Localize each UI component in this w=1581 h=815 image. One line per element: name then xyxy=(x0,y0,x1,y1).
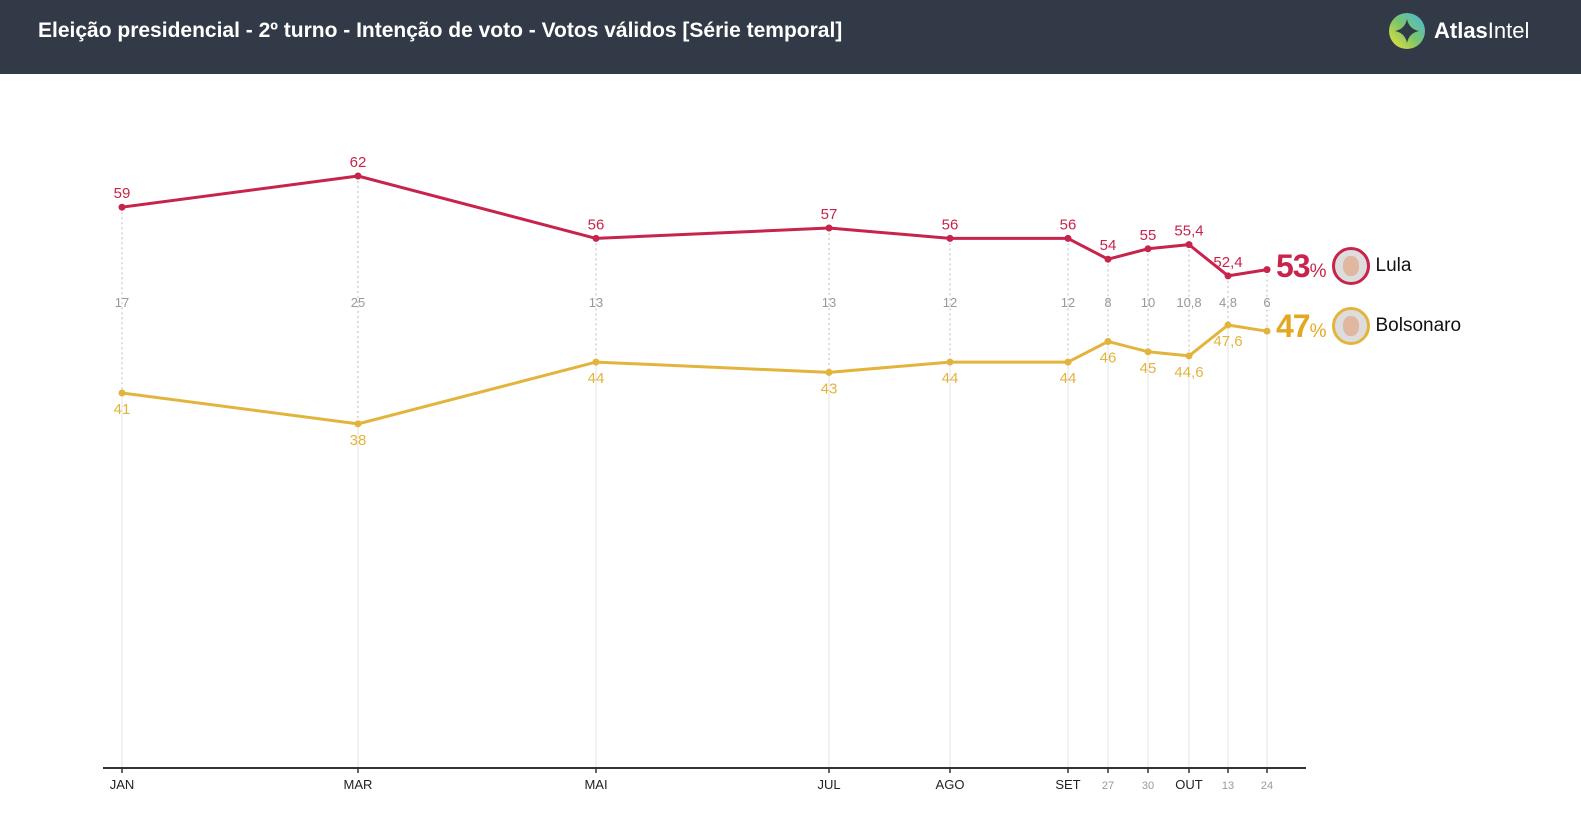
data-label-lula: 52,4 xyxy=(1213,254,1242,271)
data-point-lula xyxy=(354,172,362,180)
page-title: Eleição presidencial - 2º turno - Intenç… xyxy=(38,19,843,42)
data-label-lula: 62 xyxy=(350,154,367,171)
undecided-label: 6 xyxy=(1263,295,1270,310)
data-point-lula xyxy=(1224,272,1232,280)
data-label-bolsonaro: 41 xyxy=(114,401,131,418)
x-tick-label: AGO xyxy=(936,777,965,792)
data-point-bolsonaro xyxy=(1263,327,1271,335)
x-tick-label: JUL xyxy=(817,777,840,792)
data-label-lula: 54 xyxy=(1100,237,1117,254)
data-point-bolsonaro xyxy=(354,420,362,428)
x-tick-label: MAI xyxy=(584,777,607,792)
series-line-bolsonaro xyxy=(121,323,1268,426)
bolsonaro-final-value: 47 xyxy=(1276,307,1311,344)
undecided-label: 25 xyxy=(351,295,365,310)
data-point-bolsonaro xyxy=(1104,337,1112,345)
atlasintel-logo: AtlasIntel xyxy=(1388,12,1529,50)
undecided-label: 4,8 xyxy=(1219,295,1237,310)
line-chart: 17 25 13 13 12 12 8 10 10,8 4,8 6 JAN MAR MAI JUL AGO SE… xyxy=(103,154,1306,792)
data-label-lula: 55,4 xyxy=(1174,223,1203,240)
data-point-bolsonaro xyxy=(1185,352,1193,360)
data-label-bolsonaro: 44 xyxy=(588,370,605,387)
data-label-bolsonaro: 44,6 xyxy=(1174,364,1203,381)
undecided-label: 13 xyxy=(589,295,603,310)
bolsonaro-avatar xyxy=(1331,307,1370,345)
undecided-label: 10,8 xyxy=(1176,295,1201,310)
data-label-lula: 57 xyxy=(821,206,838,223)
x-tick-label: 24 xyxy=(1261,780,1273,792)
header-bar: Eleição presidencial - 2º turno - Intenç… xyxy=(0,0,1581,74)
data-label-bolsonaro: 43 xyxy=(821,380,838,397)
undecided-label: 12 xyxy=(943,295,957,310)
data-point-lula xyxy=(1263,266,1271,274)
undecided-label: 17 xyxy=(115,295,129,310)
undecided-label: 12 xyxy=(1061,295,1075,310)
logo-icon xyxy=(1389,13,1425,49)
data-point-lula xyxy=(1185,241,1193,249)
data-point-lula xyxy=(1064,234,1072,242)
data-label-lula: 55 xyxy=(1140,227,1157,244)
data-point-bolsonaro xyxy=(592,358,600,366)
data-point-lula xyxy=(1104,255,1112,263)
data-point-bolsonaro xyxy=(946,358,954,366)
legend-lula: 53% Lula xyxy=(1276,247,1411,285)
data-point-bolsonaro xyxy=(118,389,126,397)
logo-text-sub: Intel xyxy=(1487,18,1530,43)
lula-final-value: 53 xyxy=(1276,247,1311,284)
data-point-bolsonaro xyxy=(1144,348,1152,356)
data-label-lula: 56 xyxy=(588,216,605,233)
x-tick-label: 13 xyxy=(1222,780,1234,792)
data-point-bolsonaro xyxy=(825,368,833,376)
series-line-lula xyxy=(121,174,1268,278)
x-tick-label: 30 xyxy=(1142,780,1154,792)
data-point-bolsonaro xyxy=(1064,358,1072,366)
lula-name: Lula xyxy=(1375,255,1412,276)
data-label-bolsonaro: 44 xyxy=(942,370,959,387)
legend-bolsonaro: 47% Bolsonaro xyxy=(1276,307,1461,345)
x-tick-label: 27 xyxy=(1102,780,1114,792)
data-label-bolsonaro: 44 xyxy=(1060,370,1077,387)
data-label-lula: 59 xyxy=(114,185,131,202)
data-point-lula xyxy=(946,234,954,242)
logo-text-main: Atlas xyxy=(1434,18,1488,43)
data-point-lula xyxy=(592,234,600,242)
bolsonaro-name: Bolsonaro xyxy=(1375,315,1462,336)
data-label-lula: 56 xyxy=(1060,216,1077,233)
lula-avatar xyxy=(1331,247,1370,285)
data-point-lula xyxy=(825,224,833,232)
undecided-label: 13 xyxy=(822,295,836,310)
data-point-bolsonaro xyxy=(1224,321,1232,329)
data-label-lula: 56 xyxy=(942,216,959,233)
percent-sign: % xyxy=(1309,260,1327,282)
percent-sign: % xyxy=(1309,320,1327,342)
x-tick-label: OUT xyxy=(1175,777,1203,792)
undecided-label: 10 xyxy=(1141,295,1155,310)
data-label-bolsonaro: 45 xyxy=(1140,360,1157,377)
data-label-bolsonaro: 46 xyxy=(1100,349,1117,366)
data-point-lula xyxy=(118,203,126,211)
data-point-lula xyxy=(1144,245,1152,253)
x-tick-label: SET xyxy=(1055,777,1080,792)
data-label-bolsonaro: 47,6 xyxy=(1213,333,1242,350)
x-tick-label: JAN xyxy=(110,777,135,792)
undecided-label: 8 xyxy=(1104,295,1111,310)
data-label-bolsonaro: 38 xyxy=(350,432,367,449)
x-tick-label: MAR xyxy=(344,777,373,792)
